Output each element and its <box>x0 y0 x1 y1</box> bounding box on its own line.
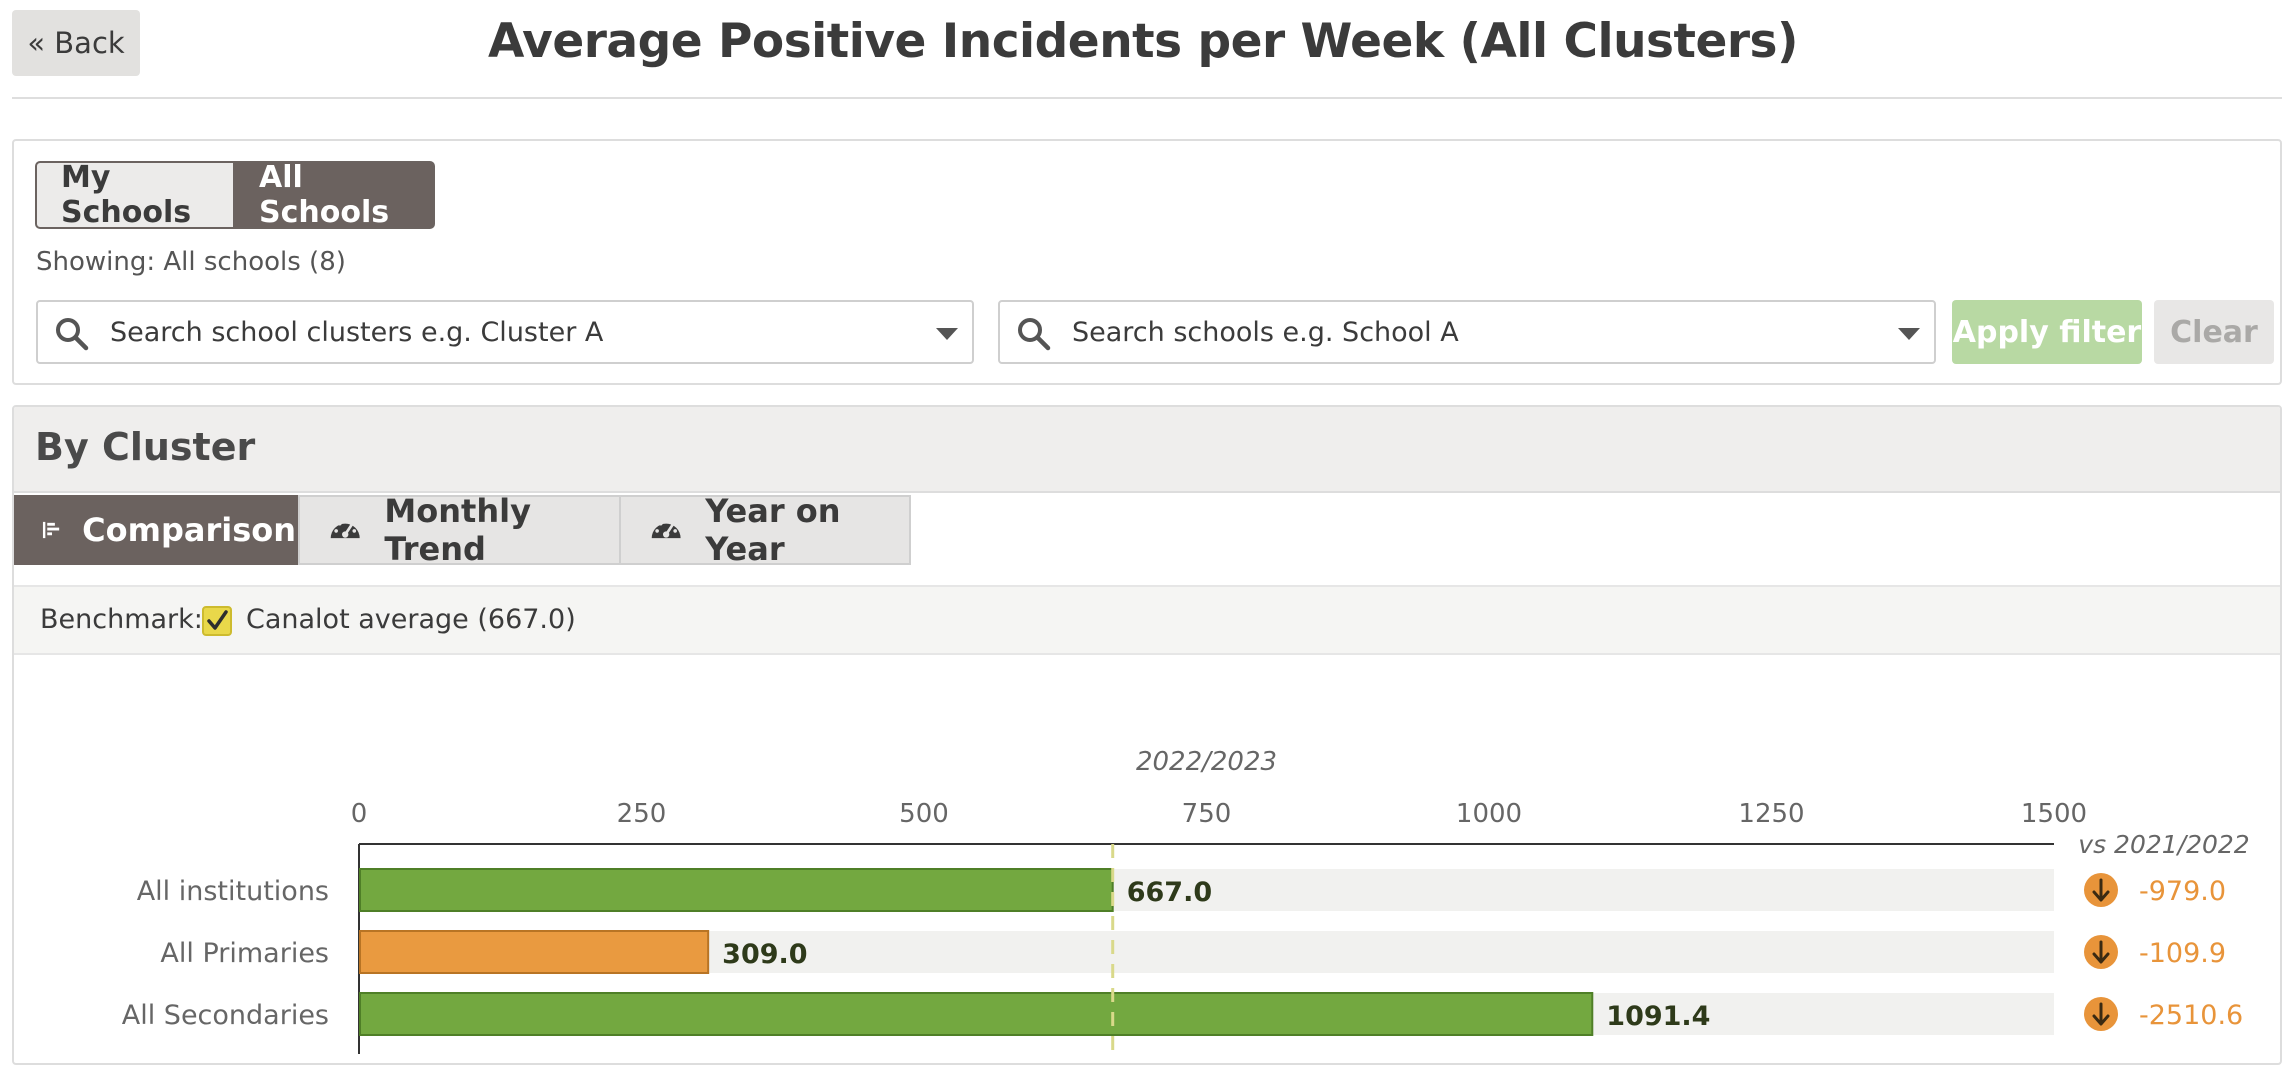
showing-count: Showing: All schools (8) <box>36 247 346 277</box>
cluster-panel: By Cluster Comparison Monthly Trend <box>12 405 2282 1065</box>
chevron-down-icon[interactable] <box>936 328 958 340</box>
cluster-header: By Cluster <box>14 407 2280 493</box>
chevron-down-icon[interactable] <box>1898 328 1920 340</box>
gauge-icon <box>651 519 681 539</box>
tab-comparison[interactable]: Comparison <box>14 495 298 565</box>
title-divider <box>12 97 2282 99</box>
bar-chart-icon <box>42 521 60 539</box>
school-search-placeholder: Search schools e.g. School A <box>1072 316 1459 348</box>
filter-panel: My Schools All Schools Showing: All scho… <box>12 139 2282 385</box>
cluster-title: By Cluster <box>35 425 256 469</box>
page-title: Average Positive Incidents per Week (All… <box>487 14 1799 69</box>
tab-year-on-year-label: Year on Year <box>705 492 841 568</box>
gauge-icon <box>330 519 360 539</box>
tab-comparison-label: Comparison <box>82 511 296 549</box>
tab-monthly-trend-label: Monthly Trend <box>384 492 531 568</box>
school-scope-toggle: My Schools All Schools <box>35 160 435 230</box>
benchmark-row: Benchmark: Canalot average (667.0) <box>14 585 2280 655</box>
view-tabs: Comparison Monthly Trend Year on Year <box>14 492 911 568</box>
search-icon <box>56 318 89 351</box>
benchmark-checkbox[interactable] <box>202 606 232 636</box>
tab-year-on-year[interactable]: Year on Year <box>621 492 911 568</box>
cluster-search-placeholder: Search school clusters e.g. Cluster A <box>110 316 604 348</box>
clear-button[interactable]: Clear <box>2154 300 2274 364</box>
search-icon <box>1018 318 1051 351</box>
benchmark-option-label: Canalot average (667.0) <box>246 604 576 635</box>
my-schools-toggle[interactable]: My Schools <box>35 160 235 230</box>
benchmark-label: Benchmark: <box>40 604 203 635</box>
tab-monthly-trend[interactable]: Monthly Trend <box>298 492 621 568</box>
apply-filter-button[interactable]: Apply filter <box>1952 300 2142 364</box>
school-search-input[interactable]: Search schools e.g. School A <box>998 300 1936 364</box>
back-button[interactable]: « Back <box>12 10 140 76</box>
cluster-search-input[interactable]: Search school clusters e.g. Cluster A <box>36 300 974 364</box>
check-icon <box>207 610 228 630</box>
all-schools-toggle[interactable]: All Schools <box>235 160 435 230</box>
